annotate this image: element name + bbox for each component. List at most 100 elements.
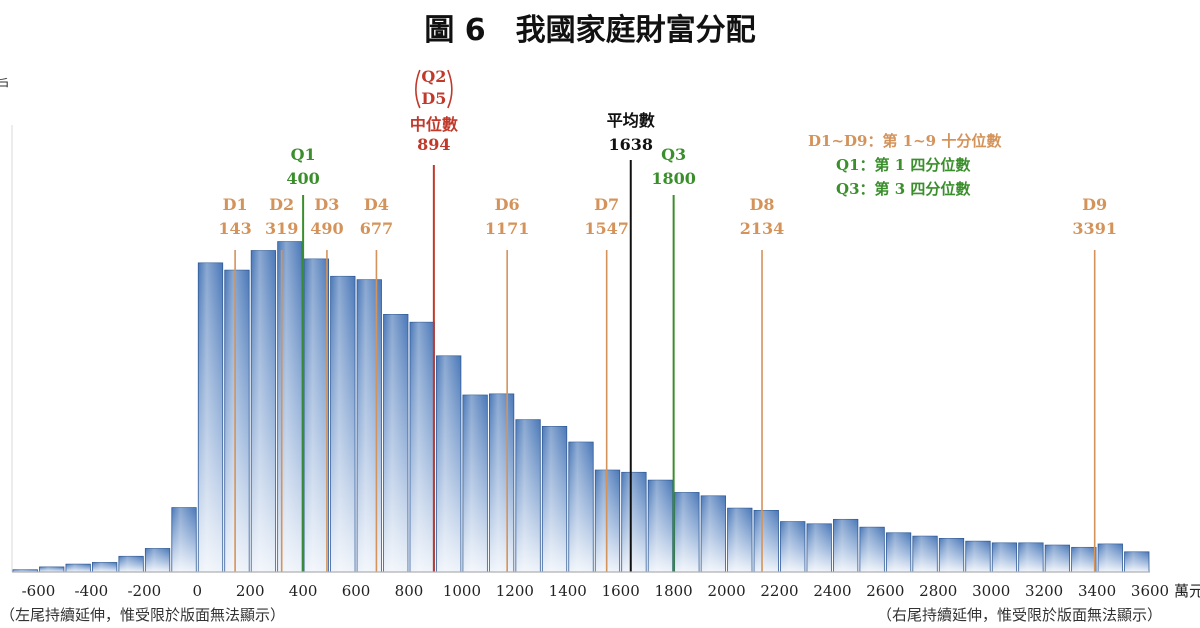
median-header-label: Q2 <box>421 67 446 86</box>
statistic-markers: D1143D2319Q1400D3490D4677中位數894Q2D5D6117… <box>218 67 1117 572</box>
bar-shine <box>780 521 805 572</box>
median-header-label: D5 <box>421 89 446 108</box>
marker-value: 2134 <box>740 219 785 238</box>
histogram-bar <box>1018 542 1044 573</box>
x-tick-label: 0 <box>192 582 202 600</box>
x-tick-label: 3600 <box>1131 582 1169 600</box>
x-tick-label: 3400 <box>1078 582 1116 600</box>
x-tick-label: 1000 <box>443 582 481 600</box>
bar-shine <box>912 536 938 572</box>
legend-entry: Q3：第 3 四分位數 <box>836 180 970 198</box>
x-tick-label: 3200 <box>1025 582 1063 600</box>
x-tick-label: 1400 <box>549 582 587 600</box>
marker-quartile: Q3 1800 <box>651 145 696 572</box>
marker-name: 中位數 <box>410 115 458 134</box>
right-tail-note: （右尾持續延伸，惟受限於版面無法顯示） <box>877 606 1162 624</box>
histogram-bar <box>1044 544 1071 573</box>
histogram-bar <box>303 258 329 573</box>
legend: D1~D9：第 1~9 十分位數 Q1：第 1 四分位數 Q3：第 3 四分位數 <box>808 132 1001 198</box>
marker-value: 1171 <box>485 219 530 238</box>
marker-decile: D9 3391 <box>1072 195 1117 572</box>
histogram-bar <box>65 563 91 573</box>
bar-shine <box>251 250 276 572</box>
marker-mean: 平均數 1638 <box>607 111 655 572</box>
bar-shine <box>304 258 329 572</box>
bar-shine <box>1124 551 1149 572</box>
histogram-bar <box>39 566 65 573</box>
marker-value: 143 <box>218 219 251 238</box>
marker-value: 319 <box>265 219 298 238</box>
bar-shine <box>939 538 964 572</box>
histogram-bar <box>727 507 753 573</box>
histogram-bar <box>621 471 647 573</box>
bar-shine <box>489 393 514 572</box>
histogram-bar <box>436 355 462 573</box>
y-axis-label: 戶 <box>0 78 10 94</box>
bar-shine <box>754 510 779 572</box>
bar-shine <box>621 472 647 572</box>
marker-name: Q3 <box>661 145 686 164</box>
histogram-bar <box>912 535 938 573</box>
x-axis-ticks: -600 -400 -200 0 200 400 600 800 1000 1200 1400 160… <box>22 582 1169 600</box>
histogram-bar <box>780 521 806 573</box>
histogram-bar <box>938 538 965 573</box>
bar-shine <box>13 569 38 572</box>
histogram-bar <box>356 279 382 573</box>
bar-shine <box>383 314 408 572</box>
x-tick-label: 2600 <box>866 582 904 600</box>
legend-entry: D1~D9：第 1~9 十分位數 <box>808 132 1001 150</box>
marker-name: D8 <box>750 195 775 214</box>
histogram-bar <box>515 419 541 573</box>
bar-shine <box>92 562 117 572</box>
histogram-bar <box>833 518 859 573</box>
histogram-bar <box>171 507 197 573</box>
bar-shine <box>886 532 911 572</box>
marker-name: D7 <box>594 195 619 214</box>
histogram-bars <box>12 241 1150 573</box>
bar-shine <box>145 548 170 572</box>
marker-value: 490 <box>310 219 343 238</box>
marker-value: 1638 <box>608 135 653 154</box>
histogram-bar <box>330 275 356 573</box>
histogram-bar <box>700 495 726 573</box>
bar-shine <box>727 508 753 572</box>
marker-value: 677 <box>360 219 393 238</box>
x-tick-label: -600 <box>22 582 56 600</box>
histogram-bar <box>118 555 144 573</box>
bar-shine <box>701 495 726 572</box>
median-bracket-left <box>415 69 421 109</box>
histogram-bar <box>859 526 885 573</box>
bar-shine <box>224 270 250 572</box>
x-axis-unit: 萬元 <box>1174 582 1200 600</box>
histogram-bar <box>647 479 674 573</box>
median-bracket-right <box>447 69 453 109</box>
marker-name: 平均數 <box>607 111 655 130</box>
marker-value: 1547 <box>584 219 629 238</box>
histogram-bar <box>224 269 250 573</box>
bar-shine <box>1071 547 1097 572</box>
bar-shine <box>674 492 700 572</box>
bar-shine <box>515 419 541 572</box>
left-tail-note: （左尾持續延伸，惟受限於版面無法顯示） <box>0 606 285 624</box>
marker-value: 1800 <box>651 169 696 188</box>
bar-shine <box>965 541 991 572</box>
marker-value: 894 <box>417 135 450 154</box>
marker-name: Q1 <box>291 145 316 164</box>
x-tick-label: 2200 <box>760 582 798 600</box>
x-tick-label: 3000 <box>972 582 1010 600</box>
histogram-bar <box>383 313 409 573</box>
bar-shine <box>833 519 858 572</box>
bar-shine <box>409 322 435 572</box>
x-tick-label: 800 <box>395 582 424 600</box>
marker-value: 400 <box>286 169 319 188</box>
histogram-bar <box>965 540 991 573</box>
x-tick-label: 2400 <box>813 582 851 600</box>
bar-shine <box>65 564 91 572</box>
bar-shine <box>357 279 382 572</box>
